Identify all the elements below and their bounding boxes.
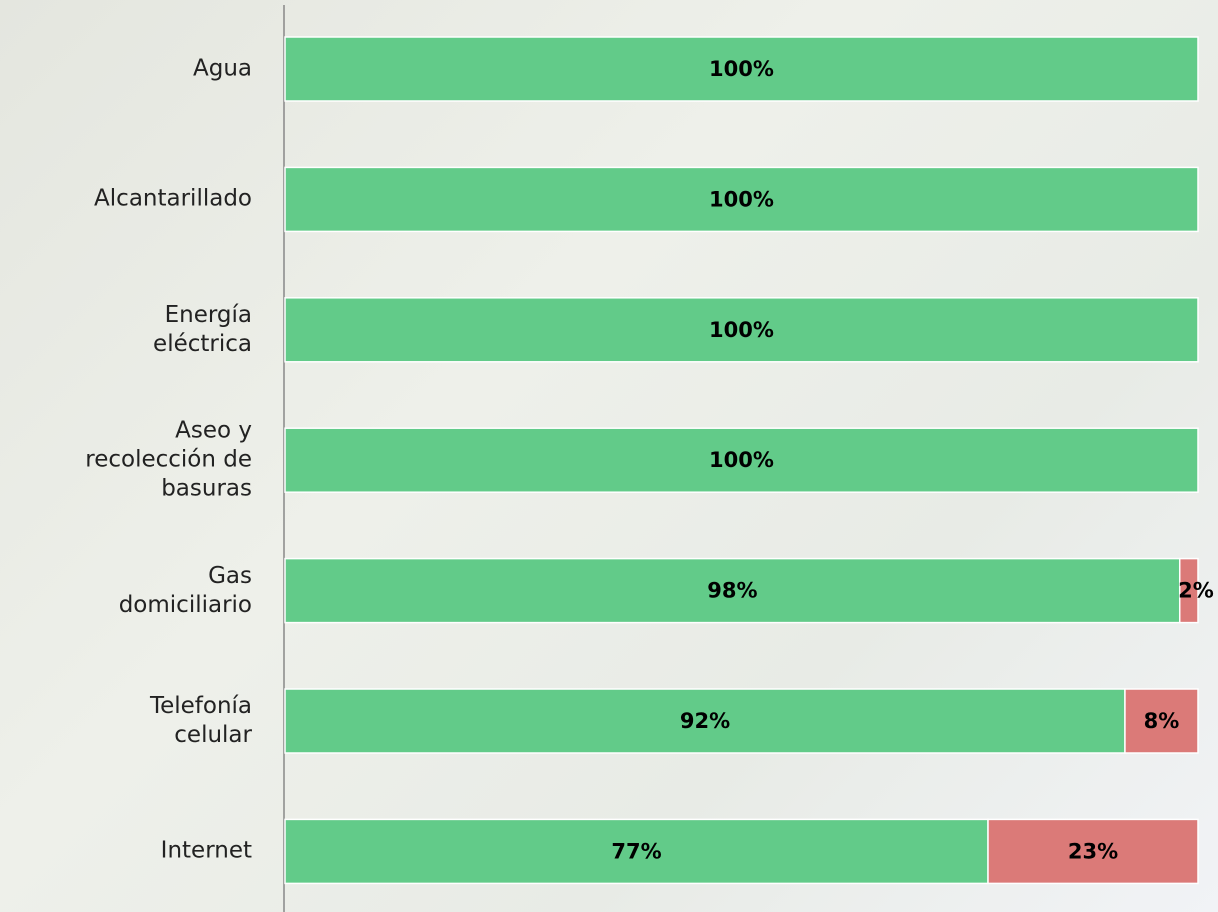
value-label: 8%	[1144, 709, 1180, 733]
value-label: 2%	[1178, 579, 1214, 603]
value-label: 100%	[709, 57, 774, 81]
value-label: 100%	[709, 187, 774, 211]
value-label: 100%	[709, 318, 774, 342]
value-label: 77%	[611, 839, 661, 863]
value-label: 100%	[709, 448, 774, 472]
value-label: 98%	[707, 579, 757, 603]
chart: 100% 100% 100% 100% 98% 2% 92% 8% 77% 23%	[0, 0, 1218, 912]
page: {"chart_data": {"type": "stacked-bar", "…	[0, 0, 1218, 912]
value-label: 23%	[1068, 839, 1118, 863]
value-label: 92%	[680, 709, 730, 733]
